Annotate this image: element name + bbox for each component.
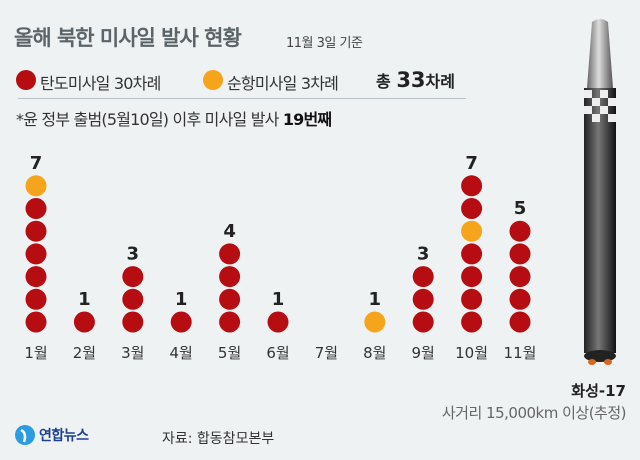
count-label: 3 — [417, 244, 430, 265]
as-of-date: 11월 3일 기준 — [286, 36, 363, 51]
dot-chart: 7 1월 1 2월 3 3월 1 4월 4 5월 1 6월 7월 1 8월 3 9월 7 10월 5 11월 — [24, 153, 537, 362]
yonhap-logo-icon — [15, 425, 35, 445]
ballistic-missile-dot — [122, 266, 144, 288]
source: 자료: 합동참모본부 — [162, 431, 275, 447]
ballistic-legend-label: 탄도미사일 30차례 — [40, 74, 161, 93]
page-title: 올해 북한 미사일 발사 현황 — [14, 26, 242, 50]
ballistic-missile-dot — [509, 243, 531, 265]
ballistic-missile-dot — [461, 288, 483, 310]
cruise-missile-dot — [364, 311, 386, 333]
ballistic-missile-dot — [25, 266, 47, 288]
ballistic-missile-dot — [170, 311, 192, 333]
month-label: 7월 — [315, 344, 338, 362]
hwasong-17-missile-image — [584, 19, 616, 365]
ballistic-missile-dot — [267, 311, 289, 333]
ballistic-missile-dot — [25, 311, 47, 333]
cruise-legend-label: 순항미사일 3차례 — [227, 74, 339, 93]
month-label: 6월 — [266, 344, 289, 362]
missile-range: 사거리 15,000km 이상(추정) — [441, 404, 627, 422]
ballistic-missile-dot — [509, 266, 531, 288]
yonhap-logo: 연합뉴스 — [14, 424, 89, 446]
month-label: 4월 — [170, 344, 193, 362]
count-label: 1 — [78, 289, 91, 310]
ballistic-missile-dot — [461, 266, 483, 288]
count-label: 4 — [223, 221, 236, 242]
count-label: 3 — [127, 244, 140, 265]
cruise-legend-dot — [203, 70, 223, 90]
month-label: 11월 — [504, 344, 537, 362]
month-label: 8월 — [363, 344, 386, 362]
cruise-missile-dot — [25, 175, 47, 197]
count-label: 7 — [465, 153, 478, 174]
month-label: 3월 — [121, 344, 144, 362]
month-label: 2월 — [73, 344, 96, 362]
ballistic-missile-dot — [122, 288, 144, 310]
count-label: 5 — [514, 198, 527, 219]
month-label: 10월 — [455, 344, 488, 362]
missile-name: 화성-17 — [571, 382, 626, 400]
count-label: 7 — [30, 153, 43, 174]
ballistic-missile-dot — [219, 266, 241, 288]
ballistic-missile-dot — [219, 311, 241, 333]
cruise-missile-dot — [461, 220, 483, 242]
ballistic-missile-dot — [461, 175, 483, 197]
month-label: 5월 — [218, 344, 241, 362]
ballistic-missile-dot — [509, 220, 531, 242]
ballistic-missile-dot — [25, 198, 47, 219]
ballistic-missile-dot — [122, 311, 144, 333]
ballistic-missile-dot — [509, 311, 531, 333]
ballistic-missile-dot — [509, 288, 531, 310]
ballistic-missile-dot — [73, 311, 95, 333]
ballistic-missile-dot — [412, 266, 434, 288]
count-label: 1 — [369, 289, 382, 310]
ballistic-missile-dot — [219, 243, 241, 265]
ballistic-missile-dot — [25, 243, 47, 265]
ballistic-missile-dot — [25, 288, 47, 310]
ballistic-missile-dot — [461, 198, 483, 219]
divider — [18, 98, 466, 99]
total-count: 총 33차례 — [376, 68, 455, 92]
ballistic-missile-dot — [412, 311, 434, 333]
ballistic-missile-dot — [219, 288, 241, 310]
ballistic-missile-dot — [412, 288, 434, 310]
month-label: 1월 — [24, 344, 47, 362]
count-label: 1 — [175, 289, 188, 310]
ballistic-missile-dot — [461, 243, 483, 265]
count-label: 1 — [272, 289, 285, 310]
ballistic-missile-dot — [461, 311, 483, 333]
ballistic-legend-dot — [16, 70, 36, 90]
ballistic-missile-dot — [25, 220, 47, 242]
note: *윤 정부 출범(5월10일) 이후 미사일 발사 19번째 — [16, 110, 332, 129]
month-label: 9월 — [412, 344, 435, 362]
